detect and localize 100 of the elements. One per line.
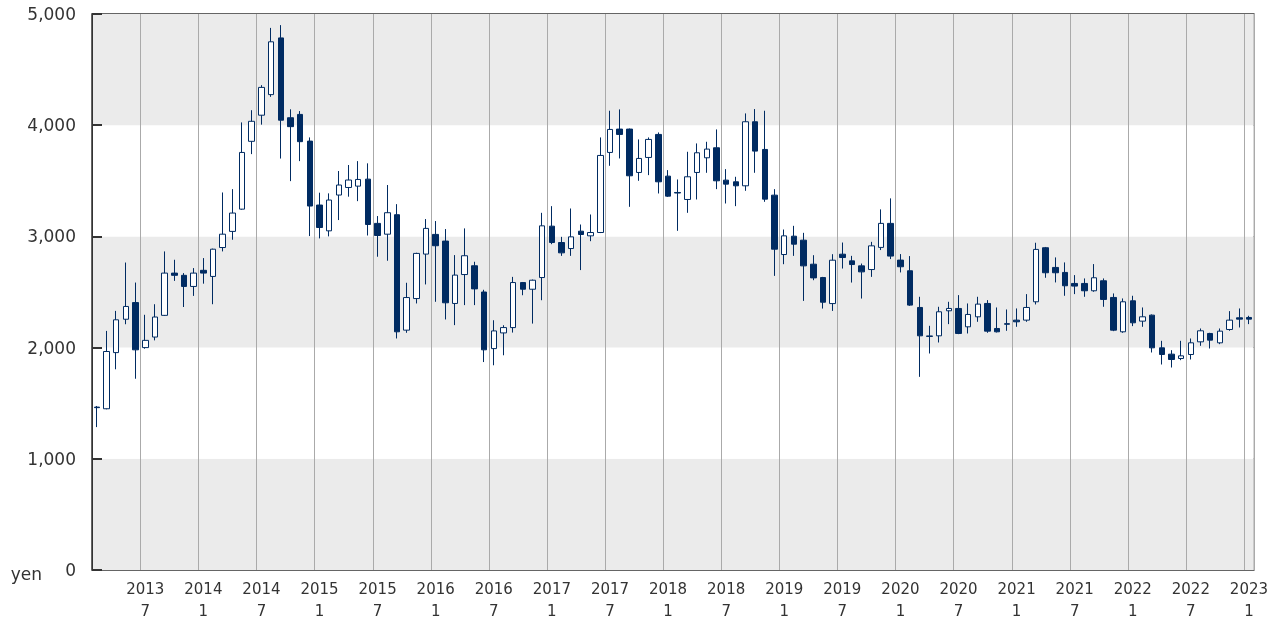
candlestick [1004,308,1010,332]
candlestick [1159,340,1165,365]
candlestick [394,203,400,339]
x-tick-label: 2022 7 [1171,580,1210,620]
candlestick [578,224,584,271]
candlestick [1120,297,1126,334]
candlestick [558,236,565,257]
candlestick [616,108,623,159]
y-tick-label: 4,000 [27,115,76,136]
candlestick [1149,313,1155,353]
candlestick [626,128,633,208]
candlestick [132,282,139,380]
candlestick [210,248,216,305]
candlestick [965,302,971,334]
candlestick [510,276,516,334]
y-tick-label: 2,000 [27,337,76,358]
candlestick [868,241,875,278]
candlestick [355,160,361,202]
candlestick [161,250,168,317]
x-tick-label: 2015 7 [358,580,397,620]
candlestick [955,294,962,335]
y-tick-label: 3,000 [27,226,76,247]
candlestick [549,205,555,245]
candlestick [887,197,894,260]
x-tick-label: 2021 7 [1055,580,1094,620]
y-axis-title: yen [10,563,42,584]
candlestick [403,282,410,334]
candlestick [181,272,187,308]
candlestick [694,142,700,200]
x-tick-label: 2014 1 [184,580,223,620]
candlestick [374,215,381,258]
candlestick [1168,349,1175,368]
candlestick [684,151,691,214]
candlestick [1130,295,1136,327]
candlestick [897,253,904,273]
candlestick [1197,327,1204,347]
candlestick [1062,261,1068,297]
candlestick [1139,306,1146,328]
candlestick [316,192,323,239]
candlestick [1071,274,1078,295]
x-tick-label: 2016 1 [416,580,455,620]
candlestick [713,128,720,190]
candlestick [345,164,352,198]
candlestick [123,262,129,325]
candlestick [268,27,274,98]
x-tick-label: 2021 1 [997,580,1036,620]
candlestick [636,138,642,182]
candlestick [442,228,449,320]
candlestick [1110,292,1117,332]
candlestick [1246,315,1252,325]
candlestick [529,279,536,325]
x-tick-label: 2018 1 [648,580,688,620]
candlestick [1100,277,1107,308]
candlestick [94,405,100,428]
candlestick [674,178,681,232]
x-tick-label: 2020 1 [881,580,920,620]
candlestick [297,110,303,162]
x-tick-label: 2014 7 [242,580,281,620]
candlestick [1052,256,1059,283]
candlestick [1033,242,1039,305]
candlestick [1081,277,1088,298]
candlestick [413,252,420,304]
candlestick [1023,293,1030,323]
candlestick [1236,307,1243,328]
x-tick-label: 2017 7 [590,580,630,620]
candlestick [771,188,778,277]
candlestick [858,263,865,300]
x-tick-label: 2015 1 [300,580,339,620]
candlestick [917,296,923,378]
x-tick-label: 2019 1 [765,580,804,620]
candlestick [597,136,604,234]
y-tick-label: 1,000 [27,448,76,469]
candlestick [752,108,758,174]
candlestick [907,255,913,307]
candlestick [829,253,836,312]
x-tick-label: 2020 7 [939,580,978,620]
candlestick [1207,332,1213,349]
candlestick [994,306,1000,333]
candlestick [704,141,710,174]
candlestick [287,108,294,182]
candlestick [520,281,526,296]
candlestick [946,301,952,325]
x-tick-label: 2023 1 [1229,580,1269,620]
candlestick [723,168,729,204]
x-tick-label: 2016 7 [474,580,513,620]
x-tick-label: 2019 7 [823,580,862,620]
candlestick [820,276,826,310]
candlestick [1042,246,1049,279]
x-tick-label: 2017 1 [532,580,571,620]
candlestick [839,242,846,270]
candlestick [655,131,662,194]
candlestick [171,259,178,282]
candlestick [278,24,284,160]
y-tick-label: 5,000 [27,4,76,24]
candlestick [152,303,158,341]
candlestick [849,255,855,284]
y-tick-label: 0 [65,560,76,580]
candlestick [975,296,981,323]
candlestick [762,110,768,203]
candlestick [432,220,439,303]
